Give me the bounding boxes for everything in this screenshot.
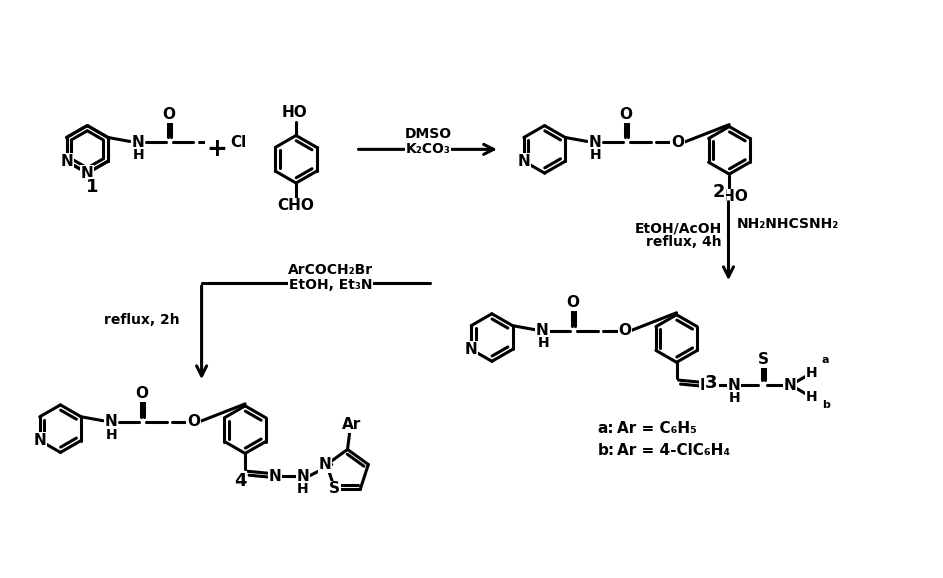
Text: O: O bbox=[567, 295, 580, 310]
Text: ArCOCH₂Br: ArCOCH₂Br bbox=[289, 263, 373, 277]
Text: N: N bbox=[728, 377, 740, 392]
Text: N: N bbox=[518, 154, 530, 169]
Text: reflux, 2h: reflux, 2h bbox=[104, 313, 180, 327]
Text: EtOH, Et₃N: EtOH, Et₃N bbox=[290, 278, 372, 292]
Text: N: N bbox=[784, 377, 796, 392]
Text: HO: HO bbox=[281, 105, 306, 120]
Text: +: + bbox=[207, 138, 227, 161]
Text: Ar = 4-ClC₆H₄: Ar = 4-ClC₆H₄ bbox=[617, 443, 730, 458]
Text: 3: 3 bbox=[705, 374, 718, 392]
Text: O: O bbox=[620, 107, 633, 122]
Text: b: b bbox=[821, 400, 830, 410]
Text: DMSO: DMSO bbox=[405, 128, 452, 142]
Text: O: O bbox=[162, 107, 175, 122]
Text: a:: a: bbox=[597, 421, 614, 436]
Text: Ar = C₆H₅: Ar = C₆H₅ bbox=[617, 421, 697, 436]
Text: N: N bbox=[81, 166, 93, 180]
Text: O: O bbox=[135, 387, 148, 402]
Text: Ar: Ar bbox=[342, 417, 361, 432]
Text: reflux, 4h: reflux, 4h bbox=[646, 235, 721, 250]
Text: 2: 2 bbox=[713, 183, 725, 201]
Text: H: H bbox=[107, 428, 118, 442]
Text: Cl: Cl bbox=[230, 135, 246, 150]
Text: EtOH/AcOH: EtOH/AcOH bbox=[635, 221, 721, 236]
Text: H: H bbox=[728, 391, 740, 405]
Text: a: a bbox=[821, 355, 829, 365]
Text: H: H bbox=[806, 366, 818, 380]
Text: N: N bbox=[60, 154, 73, 169]
Text: O: O bbox=[671, 135, 684, 150]
Text: H: H bbox=[538, 336, 549, 350]
Text: NH₂NHCSNH₂: NH₂NHCSNH₂ bbox=[736, 217, 838, 231]
Text: 1: 1 bbox=[86, 178, 98, 196]
Text: N: N bbox=[105, 414, 117, 429]
Text: K₂CO₃: K₂CO₃ bbox=[405, 142, 451, 157]
Text: H: H bbox=[806, 390, 818, 404]
Text: N: N bbox=[131, 135, 144, 150]
Text: N: N bbox=[536, 323, 549, 338]
Text: O: O bbox=[187, 414, 200, 429]
Text: S: S bbox=[329, 481, 340, 497]
Text: N: N bbox=[319, 457, 331, 472]
Text: H: H bbox=[590, 149, 602, 162]
Text: N: N bbox=[296, 469, 309, 484]
Text: N: N bbox=[33, 433, 46, 448]
Text: N: N bbox=[700, 377, 713, 392]
Text: H: H bbox=[297, 482, 308, 496]
Text: b:: b: bbox=[597, 443, 615, 458]
Text: N: N bbox=[588, 135, 602, 150]
Text: N: N bbox=[465, 342, 477, 357]
Text: H: H bbox=[133, 149, 144, 162]
Text: S: S bbox=[757, 352, 769, 367]
Text: 4: 4 bbox=[234, 472, 246, 490]
Text: O: O bbox=[619, 323, 632, 338]
Text: N: N bbox=[269, 469, 281, 484]
Text: CHO: CHO bbox=[711, 190, 748, 205]
Text: CHO: CHO bbox=[277, 198, 314, 213]
